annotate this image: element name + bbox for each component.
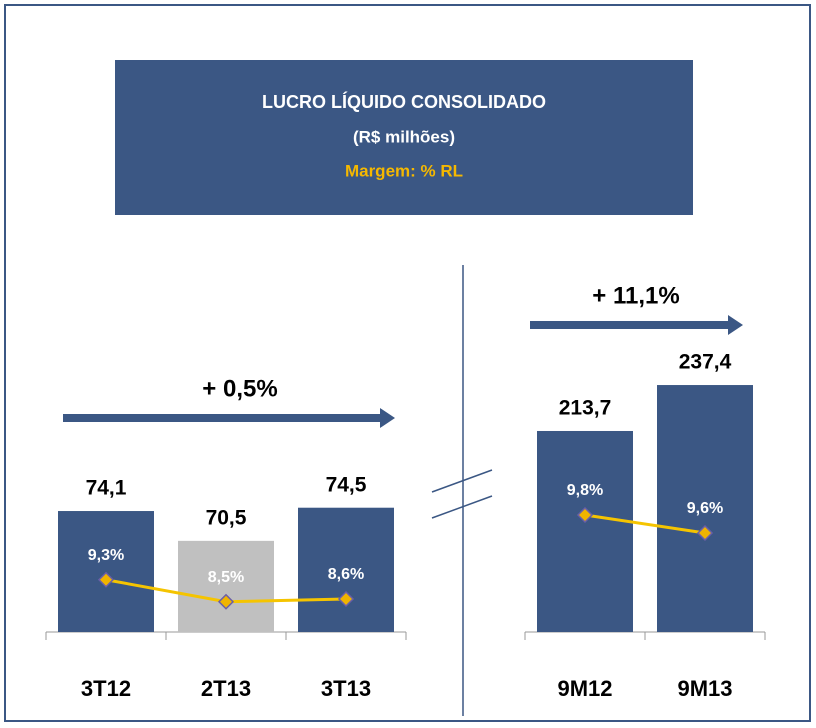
arrow bbox=[530, 315, 743, 335]
line-label: 8,6% bbox=[328, 566, 364, 583]
bar bbox=[657, 385, 753, 632]
line-label: 8,5% bbox=[208, 569, 244, 586]
bar bbox=[537, 430, 633, 632]
title-box bbox=[115, 60, 693, 215]
margin-line bbox=[584, 513, 706, 535]
line-label: 9,3% bbox=[88, 547, 124, 564]
bar bbox=[178, 540, 274, 632]
x-tick-label: 9M12 bbox=[557, 676, 612, 701]
axis-break bbox=[431, 469, 493, 493]
value-label: 74,1 bbox=[86, 477, 127, 500]
legend-entry: Margem: % RL bbox=[345, 161, 463, 180]
annotation: + 0,5% bbox=[202, 375, 277, 402]
bar bbox=[298, 507, 394, 632]
x-tick-label: 3T13 bbox=[321, 676, 371, 701]
annotation: + 11,1% bbox=[592, 282, 679, 309]
chart-subtitle: (R$ milhões) bbox=[353, 127, 455, 146]
bar bbox=[58, 511, 154, 632]
x-tick-label: 2T13 bbox=[201, 676, 251, 701]
value-label: 74,5 bbox=[326, 473, 367, 496]
marker bbox=[696, 524, 714, 542]
x-tick-label: 3T12 bbox=[81, 676, 131, 701]
arrow bbox=[63, 408, 395, 428]
marker bbox=[576, 506, 594, 524]
value-label: 70,5 bbox=[206, 506, 247, 529]
x-tick-label: 9M13 bbox=[677, 676, 732, 701]
line-label: 9,8% bbox=[567, 482, 603, 499]
axis-break bbox=[431, 495, 493, 519]
marker bbox=[97, 571, 115, 588]
value-label: 213,7 bbox=[559, 397, 612, 420]
value-label: 237,4 bbox=[679, 351, 732, 374]
line-label: 9,6% bbox=[687, 500, 723, 517]
marker bbox=[217, 593, 235, 610]
chart-title: LUCRO LÍQUIDO CONSOLIDADO bbox=[262, 91, 546, 112]
marker bbox=[337, 590, 355, 608]
